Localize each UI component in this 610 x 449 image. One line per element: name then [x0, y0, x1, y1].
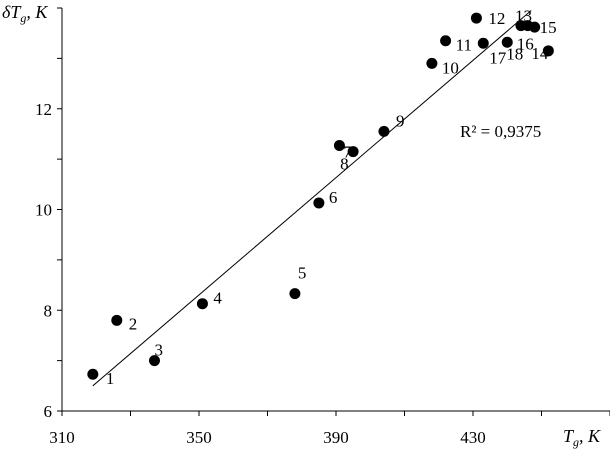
point-label-6: 6	[329, 188, 338, 207]
x-axis-title: Tg, K	[563, 426, 601, 449]
point-label-13: 13	[515, 7, 532, 26]
data-point-17	[477, 37, 489, 49]
tick-marks	[57, 7, 610, 416]
y-tick-label: 12	[35, 100, 52, 119]
point-label-7: 7	[343, 143, 352, 162]
point-label-14: 14	[531, 44, 549, 63]
y-tick-label: 6	[44, 402, 53, 421]
data-point-2	[111, 314, 123, 326]
point-label-2: 2	[129, 314, 138, 333]
y-axis-title-main: δT	[2, 2, 22, 22]
point-label-4: 4	[213, 289, 222, 308]
data-point-5	[289, 288, 301, 300]
point-label-17: 17	[489, 48, 507, 67]
x-tick-label: 350	[186, 428, 212, 447]
data-point-1	[87, 368, 99, 380]
data-point-18	[501, 36, 513, 48]
point-label-3: 3	[154, 341, 163, 360]
point-label-18: 18	[506, 44, 523, 63]
y-tick-label: 10	[35, 201, 52, 220]
x-tick-label: 310	[49, 428, 75, 447]
point-label-1: 1	[106, 369, 115, 388]
x-tick-label: 390	[323, 428, 349, 447]
point-label-16: 16	[517, 35, 534, 54]
data-point-8	[347, 146, 359, 158]
data-point-7	[333, 140, 345, 152]
data-point-4	[196, 298, 208, 310]
r-squared-annotation: R² = 0,9375	[460, 122, 541, 141]
point-label-10: 10	[442, 58, 459, 77]
data-point-11	[440, 35, 452, 47]
data-point-12	[470, 12, 482, 24]
point-label-8: 8	[340, 155, 349, 174]
x-axis-title-main: T	[563, 426, 575, 446]
y-axis-title-sub: g	[20, 11, 26, 25]
data-point-9	[378, 125, 390, 137]
data-point-10	[426, 57, 438, 69]
data-point-16	[522, 20, 534, 32]
point-label-11: 11	[456, 36, 472, 55]
data-point-14	[542, 45, 554, 57]
y-tick-label: 8	[44, 301, 53, 320]
trendline	[92, 10, 532, 387]
x-axis-title-unit: , K	[579, 426, 601, 446]
data-point-3	[148, 355, 160, 367]
x-axis-title-sub: g	[573, 435, 579, 449]
y-axis-title: δTg, K	[2, 2, 48, 25]
data-points	[87, 12, 554, 380]
point-label-9: 9	[396, 111, 405, 130]
point-label-12: 12	[488, 9, 505, 28]
point-label-15: 15	[540, 18, 557, 37]
y-axis-title-unit: , K	[26, 2, 48, 22]
axes	[61, 8, 610, 412]
x-tick-label: 430	[460, 428, 486, 447]
point-label-5: 5	[298, 264, 307, 283]
data-point-6	[313, 197, 325, 209]
